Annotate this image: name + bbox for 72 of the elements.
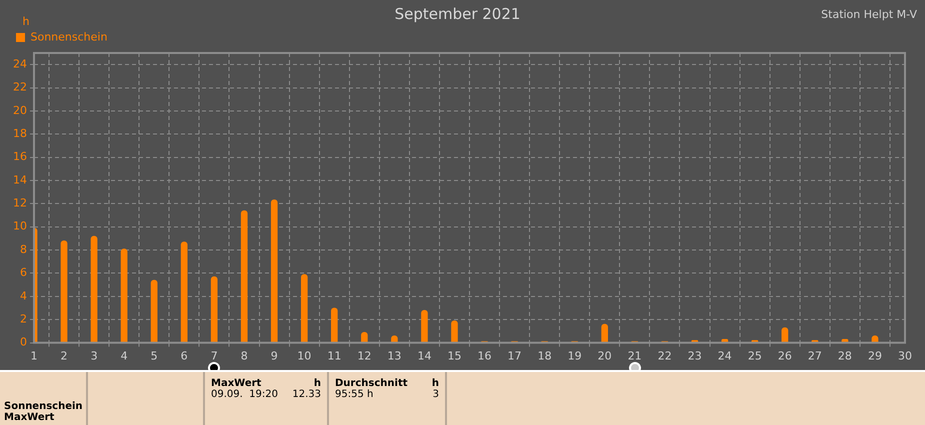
y-tick-label: 24 [12,57,27,70]
y-tick-label: 4 [20,289,27,302]
y-tick-label: 8 [20,242,27,256]
text: 3 [432,389,439,400]
x-tick-label: 14 [417,349,432,362]
text: MaxWert [211,378,262,389]
y-tick-label: 12 [12,196,27,210]
x-tick-label: 22 [658,349,672,362]
y-tick-label: 10 [12,220,27,233]
x-tick-label: 21 [628,349,642,362]
x-tick-label: 23 [688,349,702,362]
y-tick-label: 20 [12,104,27,117]
x-tick-label: 27 [808,349,822,362]
text: 12.33 [292,389,321,400]
x-tick-label: 26 [778,349,792,362]
x-tick-label: 25 [748,349,762,362]
y-tick-label: 0 [20,336,27,349]
x-tick-label: 13 [387,349,402,362]
bar [90,236,98,343]
x-tick-label: 15 [447,349,462,362]
x-tick-label: 9 [270,349,278,362]
x-tick-label: 28 [838,349,852,362]
bar [210,276,218,343]
bar [601,324,608,343]
bar [240,210,248,343]
text: h [314,378,321,389]
y-axis-title: h [22,14,30,28]
y-tick-label: 2 [20,312,27,326]
y-tick-label: 14 [12,173,27,186]
legend-label: Sonnenschein [30,30,108,44]
bar [120,248,128,343]
bar [270,200,278,343]
x-tick-label: 7 [210,349,218,362]
x-tick-label: 4 [120,349,128,362]
bar [150,280,158,343]
x-tick-label: 11 [327,349,342,362]
x-tick-label: 2 [60,349,68,362]
y-tick-label: 18 [12,127,27,140]
bar [300,274,308,343]
y-tick-label: 6 [20,266,27,280]
x-tick-label: 10 [297,349,312,362]
x-tick-label: 12 [357,349,372,362]
x-tick-label: 29 [868,349,882,362]
bar [331,308,338,343]
y-tick-label: 22 [12,80,27,94]
bar [60,240,68,343]
bar [180,242,188,343]
bar [421,310,428,343]
x-tick-label: 5 [150,349,158,362]
x-tick-label: 6 [180,349,188,362]
bar [361,332,368,343]
x-tick-label: 17 [508,349,522,362]
text: 09.09. 19:20 [211,389,278,400]
text: MaxWert [4,412,56,423]
text: Durchschnitt [335,378,408,389]
chart-title: September 2021 [394,4,520,23]
bar [451,320,458,343]
text: 95:55 h [335,389,374,400]
x-tick-label: 19 [568,349,582,362]
text: h [432,378,439,389]
chart-subtitle: Station Helpt M-V [821,8,917,21]
x-tick-label: 1 [30,349,38,362]
x-tick-label: 20 [598,349,612,362]
x-tick-label: 30 [898,349,912,362]
x-tick-label: 24 [718,349,732,362]
x-tick-label: 16 [478,349,492,362]
x-tick-label: 3 [90,349,98,362]
x-tick-label: 8 [240,349,248,362]
text: Sonnenschein [4,401,83,412]
y-tick-label: 16 [12,150,27,164]
bar [782,327,788,343]
x-tick-label: 18 [538,349,552,362]
